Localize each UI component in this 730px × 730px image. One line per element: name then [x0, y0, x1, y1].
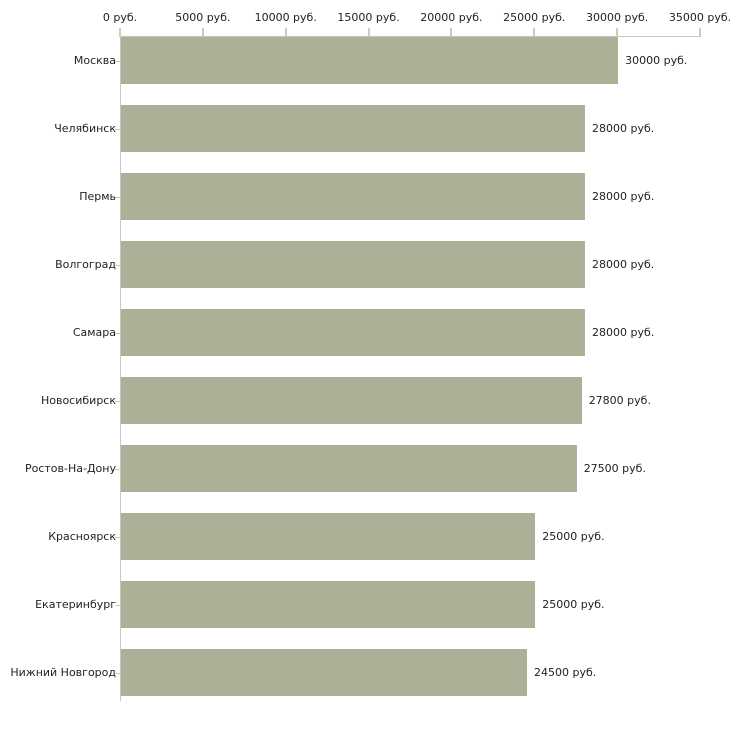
category-label: Челябинск — [54, 121, 116, 135]
value-label: 27800 руб. — [588, 393, 651, 407]
y-tick-mark — [115, 537, 120, 538]
y-tick-mark — [115, 401, 120, 402]
x-tick-mark — [616, 28, 619, 37]
y-axis-line — [120, 36, 121, 701]
value-label: 25000 руб. — [542, 529, 605, 543]
category-label: Ростов-На-Дону — [24, 461, 116, 475]
x-tick-label: 20000 руб. — [420, 11, 483, 24]
value-label: 28000 руб. — [592, 325, 655, 339]
x-tick-label: 30000 руб. — [586, 11, 649, 24]
x-tick-mark — [201, 28, 204, 37]
value-label: 24500 руб. — [534, 665, 597, 679]
bar — [121, 241, 585, 288]
y-tick-mark — [115, 265, 120, 266]
bar — [121, 309, 585, 356]
x-tick-label: 15000 руб. — [337, 11, 400, 24]
y-tick-mark — [115, 333, 120, 334]
x-axis-line — [120, 36, 701, 37]
bar — [121, 105, 585, 152]
value-label: 30000 руб. — [625, 53, 688, 67]
bar — [121, 581, 536, 628]
y-tick-mark — [115, 469, 120, 470]
value-label: 25000 руб. — [542, 597, 605, 611]
x-tick-label: 5000 руб. — [175, 11, 231, 24]
bar — [121, 37, 619, 84]
y-tick-mark — [115, 605, 120, 606]
value-label: 27500 руб. — [583, 461, 646, 475]
x-tick-mark — [367, 28, 370, 37]
category-label: Волгоград — [55, 257, 116, 271]
category-label: Нижний Новгород — [10, 665, 116, 679]
bar — [121, 649, 527, 696]
value-label: 28000 руб. — [592, 257, 655, 271]
x-tick-label: 10000 руб. — [254, 11, 317, 24]
x-tick-mark — [699, 28, 701, 37]
y-tick-mark — [115, 197, 120, 198]
category-label: Самара — [72, 325, 116, 339]
x-tick-mark — [533, 28, 536, 37]
x-tick-label: 0 руб. — [102, 11, 138, 24]
category-label: Екатеринбург — [35, 597, 116, 611]
y-tick-mark — [115, 61, 120, 62]
value-label: 28000 руб. — [592, 121, 655, 135]
x-tick-label: 35000 руб. — [668, 11, 730, 24]
category-label: Пермь — [79, 189, 116, 203]
y-tick-mark — [115, 129, 120, 130]
bar — [121, 445, 577, 492]
bar — [121, 377, 582, 424]
bar — [121, 173, 585, 220]
value-label: 28000 руб. — [592, 189, 655, 203]
category-label: Москва — [73, 53, 116, 67]
x-tick-mark — [119, 28, 121, 37]
bar — [121, 513, 536, 560]
y-tick-mark — [115, 673, 120, 674]
category-label: Красноярск — [48, 529, 116, 543]
x-tick-mark — [450, 28, 453, 37]
x-tick-label: 25000 руб. — [503, 11, 566, 24]
x-tick-mark — [284, 28, 287, 37]
category-label: Новосибирск — [40, 393, 116, 407]
